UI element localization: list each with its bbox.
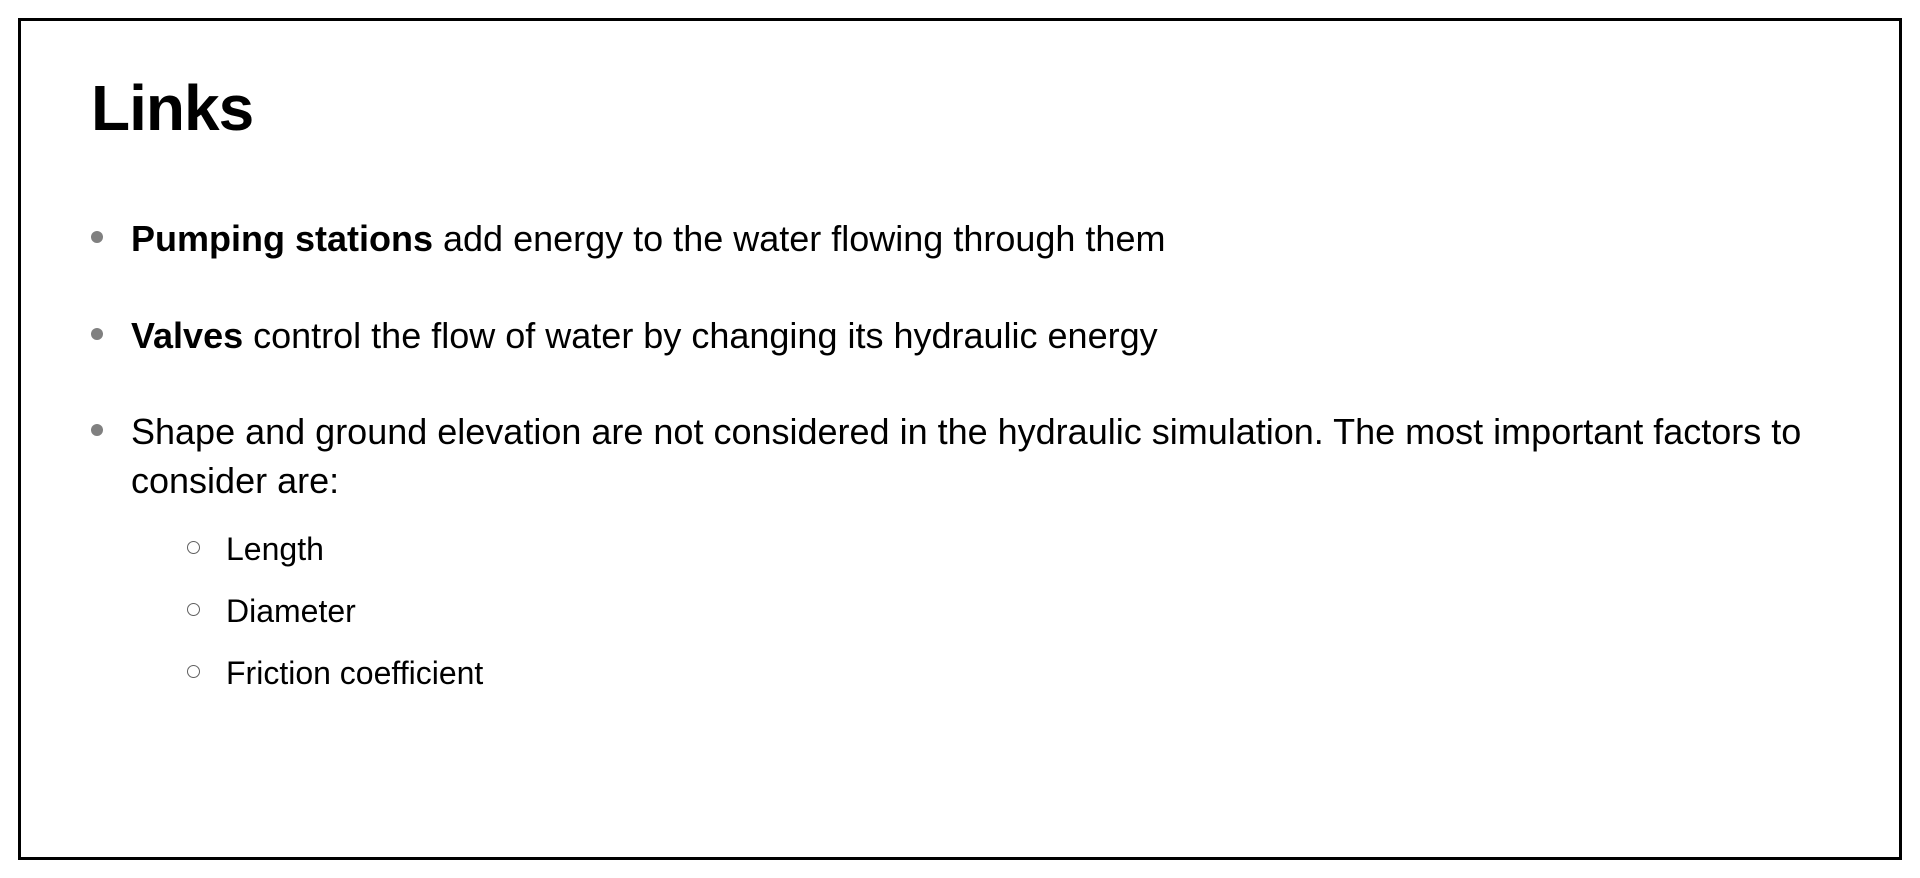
bullet-bold: Valves <box>131 315 243 356</box>
sub-bullet-text: Friction coefficient <box>226 653 483 695</box>
bullet-disc-icon <box>91 231 103 243</box>
bullet-text: Shape and ground elevation are not consi… <box>131 411 1801 501</box>
bullet-item: Valves control the flow of water by chan… <box>91 312 1829 361</box>
sub-bullet-item: Friction coefficient <box>187 653 1829 695</box>
bullet-circle-icon <box>187 665 200 678</box>
bullet-item: Shape and ground elevation are not consi… <box>91 408 1829 714</box>
bullet-item: Pumping stations add energy to the water… <box>91 215 1829 264</box>
main-bullet-list: Pumping stations add energy to the water… <box>91 215 1829 714</box>
slide-container: Links Pumping stations add energy to the… <box>18 18 1902 860</box>
sub-bullet-text: Length <box>226 529 324 571</box>
bullet-disc-icon <box>91 424 103 436</box>
slide-title: Links <box>91 71 1829 145</box>
sub-bullet-text: Diameter <box>226 591 356 633</box>
bullet-rest: control the flow of water by changing it… <box>243 315 1157 356</box>
sub-bullet-item: Length <box>187 529 1829 571</box>
bullet-bold: Pumping stations <box>131 218 433 259</box>
bullet-disc-icon <box>91 328 103 340</box>
sub-bullet-list: Length Diameter Friction coefficient <box>187 529 1829 694</box>
bullet-rest: add energy to the water flowing through … <box>433 218 1165 259</box>
bullet-circle-icon <box>187 603 200 616</box>
bullet-circle-icon <box>187 541 200 554</box>
bullet-text: Valves control the flow of water by chan… <box>131 312 1158 361</box>
bullet-content-wrapper: Shape and ground elevation are not consi… <box>131 408 1829 714</box>
sub-bullet-item: Diameter <box>187 591 1829 633</box>
bullet-rest: Shape and ground elevation are not consi… <box>131 411 1801 501</box>
bullet-text: Pumping stations add energy to the water… <box>131 215 1165 264</box>
